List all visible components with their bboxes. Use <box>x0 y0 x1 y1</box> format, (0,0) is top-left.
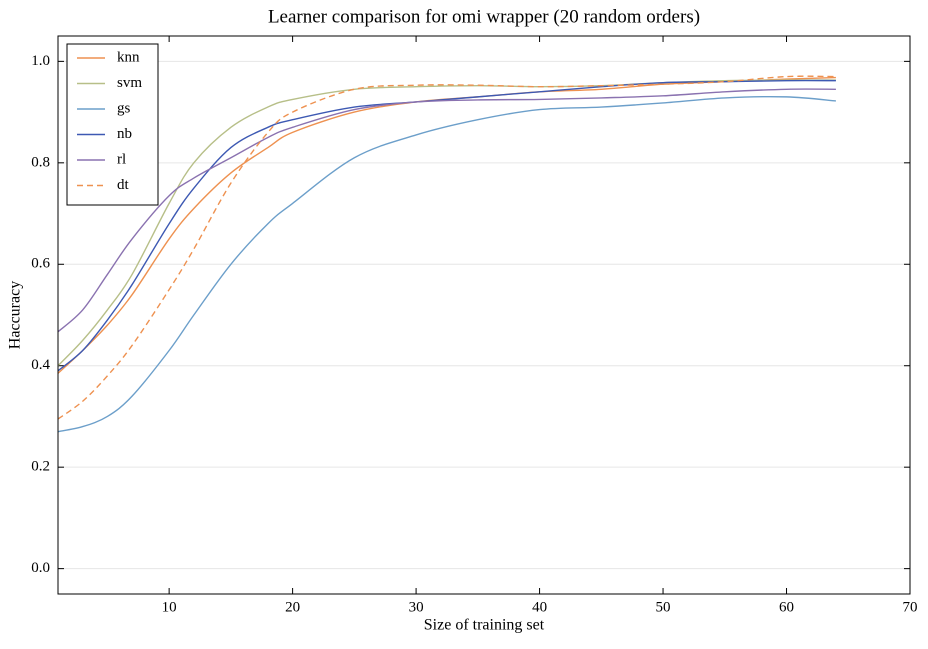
x-tick-label: 40 <box>532 599 547 615</box>
x-axis-label: Size of training set <box>424 617 545 634</box>
series-line <box>57 79 836 372</box>
series-line <box>57 95 836 433</box>
y-tick-label: 0.2 <box>31 459 50 475</box>
y-tick-label: 0.4 <box>31 357 50 373</box>
series-line <box>57 76 836 374</box>
y-tick-label: 0.8 <box>31 154 50 170</box>
legend-box <box>66 43 159 206</box>
chart-title: Learner comparison for omi wrapper (20 r… <box>268 6 700 27</box>
x-tick-label: 70 <box>903 599 918 615</box>
y-axis-label: Haccuracy <box>7 281 24 349</box>
series-line <box>57 88 836 333</box>
legend-label: svm <box>117 75 142 91</box>
legend-label: knn <box>117 49 140 65</box>
legend-label: gs <box>117 100 131 116</box>
y-tick-label: 0.0 <box>31 560 50 576</box>
x-tick-label: 60 <box>779 599 794 615</box>
y-tick-label: 1.0 <box>31 53 50 69</box>
legend-label: dt <box>117 177 130 193</box>
plot-frame <box>57 35 911 595</box>
x-tick-label: 20 <box>285 599 300 615</box>
y-tick-label: 0.6 <box>31 256 50 272</box>
legend-label: rl <box>117 151 126 167</box>
x-tick-label: 50 <box>656 599 671 615</box>
x-tick-label: 30 <box>409 599 424 615</box>
series-line <box>57 75 836 420</box>
x-tick-label: 10 <box>162 599 177 615</box>
legend-label: nb <box>117 126 132 142</box>
